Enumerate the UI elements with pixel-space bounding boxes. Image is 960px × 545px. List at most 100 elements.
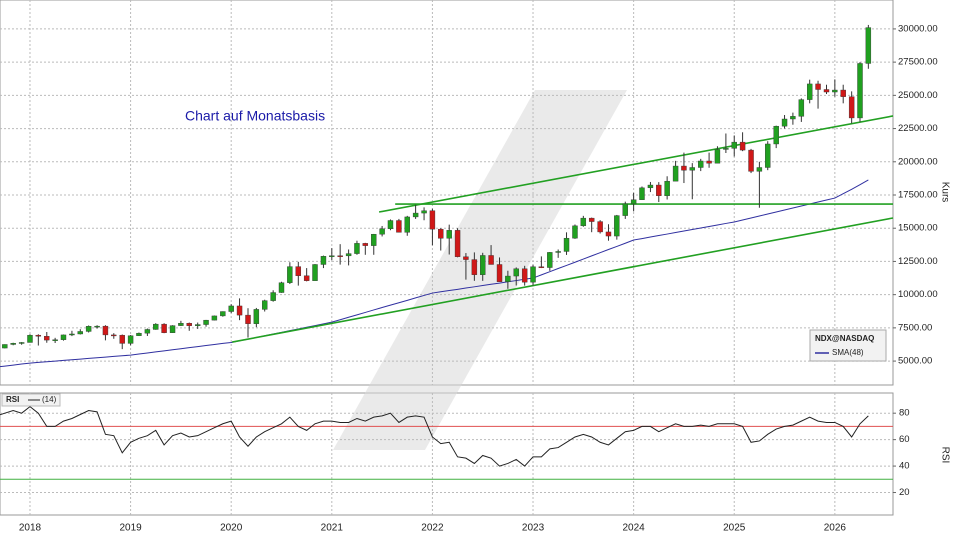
candle-body [521,268,528,283]
rsi-tick-label: 40 [899,461,910,472]
legend [809,329,887,362]
candle-body [781,118,788,127]
candle-body [563,237,570,252]
candle-body [228,305,234,312]
candle-body [739,141,746,151]
candle-body [203,319,209,325]
rsi-tick-label: 20 [899,487,910,498]
candle-body [798,99,805,117]
candle-body [647,184,654,189]
candle-body [404,216,410,233]
candle-body [630,199,637,205]
sma-line [0,179,869,368]
candle-body [488,255,494,265]
x-tick-label: 2023 [522,523,545,534]
candle-body [354,243,360,254]
candle-body [144,329,151,334]
candle-body [505,275,511,282]
candle-body [329,255,335,257]
candle-body [806,83,813,100]
candle-body [127,335,134,344]
candle-body [161,323,167,333]
candle-body [85,326,92,332]
trend-line [378,115,894,213]
y-tick-label: 22500.00 [898,123,938,134]
candle-body [622,203,628,216]
candle-body [731,141,737,149]
candle-body [27,334,33,343]
candle-body [153,323,159,330]
candle-body [295,266,302,276]
y-tick-label: 10000.00 [898,289,938,300]
candle-body [35,334,42,337]
candle-body [320,256,327,265]
candle-body [2,344,8,349]
candle-body [194,324,201,326]
candle-body [77,331,83,335]
candle-body [530,266,536,283]
candle-body [270,292,276,301]
candle-body [857,63,863,119]
candle-body [689,167,695,171]
rsi-axis-label: RSI [939,447,950,464]
candle-body [44,336,50,341]
x-tick-label: 2022 [421,523,444,534]
candle-body [865,27,872,64]
candle-body [765,143,771,168]
candle-body [220,311,226,317]
candle-body [480,255,486,275]
x-tick-label: 2024 [623,523,646,534]
candle-body [136,332,142,336]
candle-body [614,215,620,237]
candle-body [773,125,779,145]
candle-body [94,325,100,328]
candle-body [60,334,67,340]
candle-body [639,187,645,200]
candle-body [261,300,268,310]
rsi-period: (14) [42,395,57,404]
candle-body [790,116,796,120]
candle-body [236,305,243,316]
x-tick-label: 2021 [321,523,344,534]
candle-body [429,210,436,230]
candle-body [186,323,192,326]
candle-body [572,225,578,239]
rsi-tick-label: 80 [899,408,910,419]
candle-body [832,89,838,93]
trend-line [232,217,894,343]
candle-body [706,160,712,164]
candle-body [672,165,679,182]
candle-body [362,243,369,246]
y-tick-label: 12500.00 [898,256,938,267]
candle-body [345,253,352,257]
plot-layer: 2018 2019 2020 2021 2022 2023 2024 2025 2026 5000… [0,0,938,534]
candle-body [337,255,343,257]
candle-body [823,89,830,93]
candle-body [253,309,260,324]
candle-body [278,282,285,293]
candle-body [421,210,427,214]
candle-body [605,231,612,237]
candle-body [723,148,729,150]
candle-body [656,184,662,196]
candle-body [178,323,184,326]
x-tick-label: 2018 [19,523,42,534]
candle-body [438,228,444,239]
candle-body [555,251,561,253]
y-axis-label: Kurs [939,182,950,203]
x-tick-label: 2026 [824,523,847,534]
candle-body [102,325,109,336]
y-tick-label: 27500.00 [898,57,938,68]
candle-body [18,342,25,344]
candle-body [714,149,721,164]
chart-title: Chart auf Monatsbasis [185,108,325,124]
candle-body [815,83,821,90]
candle-body [496,264,503,282]
rsi-line [0,405,869,467]
candle-body [387,220,394,229]
y-tick-label: 25000.00 [898,90,938,101]
candle-body [52,339,58,341]
y-tick-label: 15000.00 [898,223,938,234]
candle-body [698,160,704,168]
